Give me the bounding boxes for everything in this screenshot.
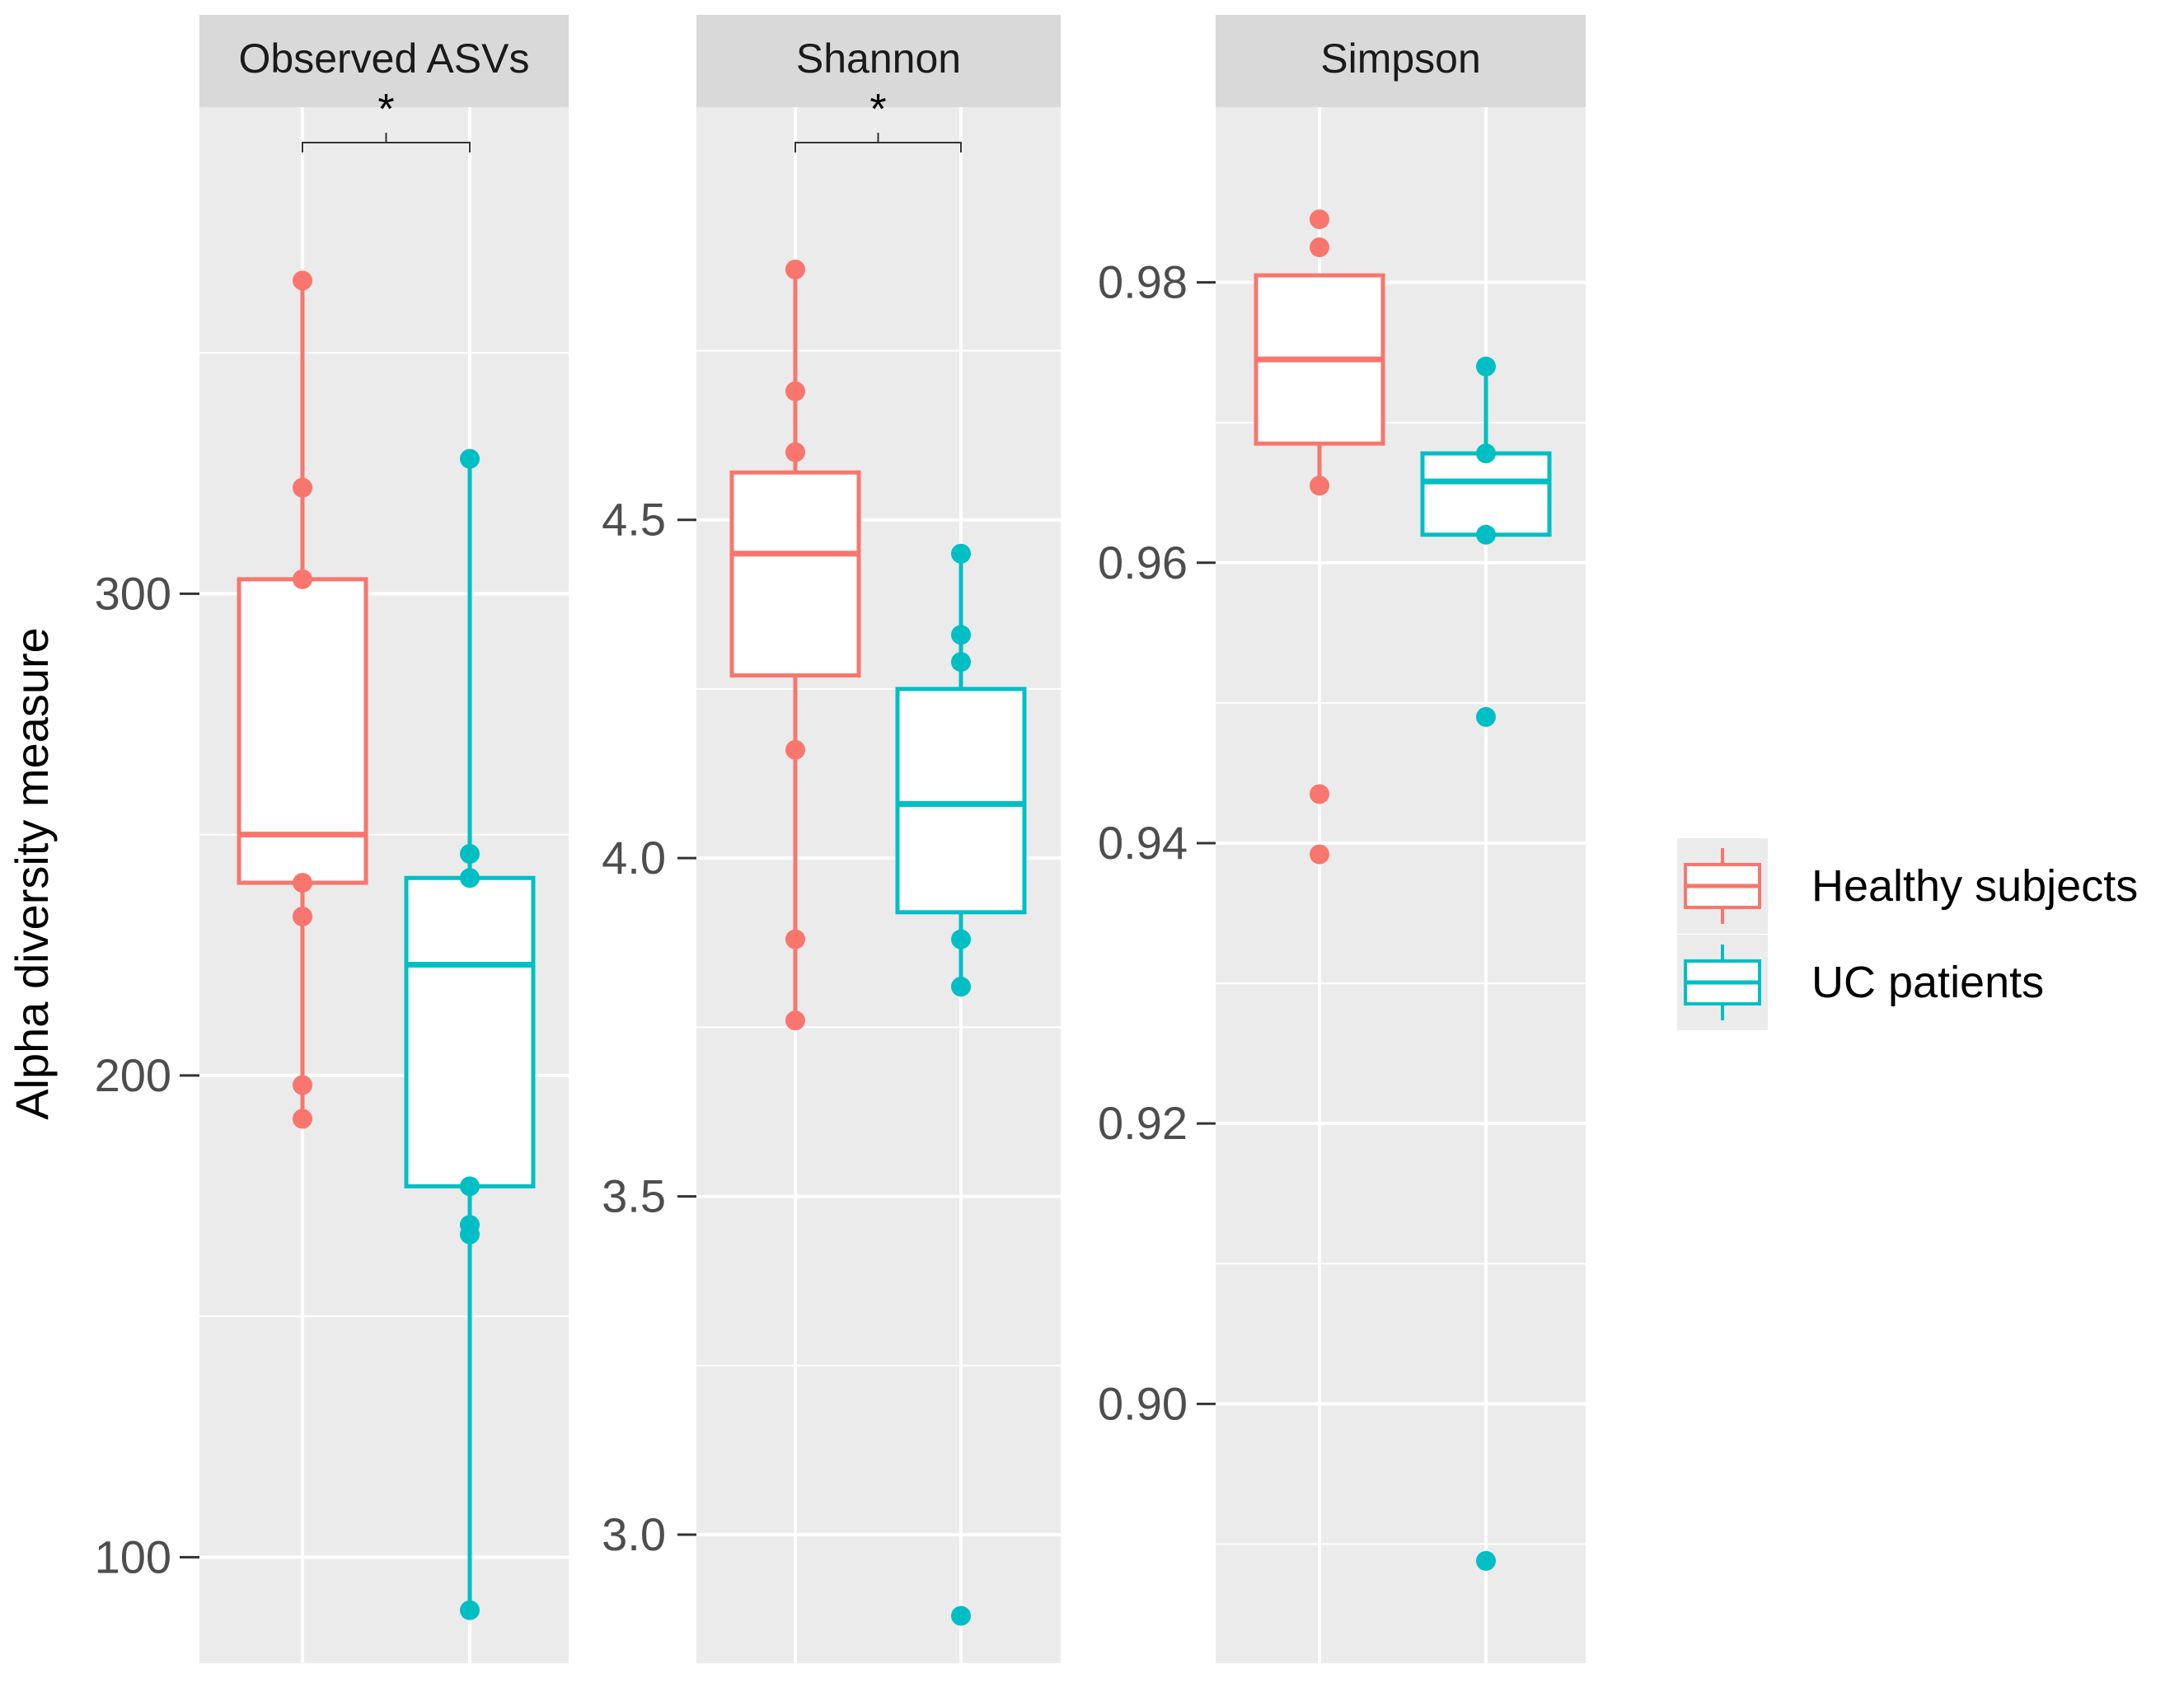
data-point bbox=[1476, 706, 1496, 727]
data-point bbox=[1476, 1550, 1496, 1571]
legend: Healthy subjects UC patients bbox=[1677, 838, 2138, 1030]
y-tick-label: 0.94 bbox=[1098, 817, 1188, 869]
panel-strip bbox=[696, 15, 1061, 107]
y-tick-label: 200 bbox=[95, 1049, 171, 1101]
box-healthy bbox=[1254, 209, 1385, 865]
data-point bbox=[293, 270, 312, 291]
data-point bbox=[785, 442, 805, 462]
data-point bbox=[785, 929, 805, 949]
box-uc bbox=[1420, 356, 1552, 1571]
legend-key-uc bbox=[1677, 935, 1768, 1030]
data-point bbox=[293, 569, 312, 589]
box-healthy bbox=[729, 260, 861, 1031]
y-axis-title: Alpha diversity measure bbox=[6, 627, 58, 1120]
data-point bbox=[1476, 443, 1496, 464]
iqr-box bbox=[729, 470, 861, 678]
y-tick-label: 4.0 bbox=[602, 832, 666, 884]
legend-label: UC patients bbox=[1811, 958, 2044, 1007]
data-point bbox=[785, 381, 805, 401]
significance-marker: * bbox=[377, 86, 394, 134]
y-tick-label: 4.5 bbox=[602, 494, 666, 546]
data-point bbox=[785, 1010, 805, 1031]
panel-title: Simpson bbox=[1320, 35, 1481, 82]
data-point bbox=[951, 543, 971, 564]
y-tick-label: 300 bbox=[95, 567, 171, 619]
panel-title: Shannon bbox=[796, 35, 961, 82]
data-point bbox=[951, 652, 971, 673]
iqr-box bbox=[895, 687, 1027, 915]
data-point bbox=[460, 448, 480, 469]
data-point bbox=[1310, 237, 1329, 258]
data-point bbox=[785, 260, 805, 280]
panel-strip bbox=[199, 15, 569, 107]
data-point bbox=[1310, 784, 1329, 804]
data-point bbox=[460, 868, 480, 888]
iqr-box bbox=[404, 875, 536, 1188]
data-point bbox=[1310, 476, 1329, 496]
data-point bbox=[293, 873, 312, 893]
data-point bbox=[293, 1075, 312, 1095]
data-point bbox=[785, 739, 805, 760]
data-point bbox=[460, 1176, 480, 1197]
y-tick-label: 0.92 bbox=[1098, 1097, 1188, 1149]
significance-marker: * bbox=[869, 86, 886, 134]
y-tick-label: 3.0 bbox=[602, 1508, 666, 1560]
legend-key-healthy bbox=[1677, 838, 1768, 934]
panel-2: Shannon 3.0 3.5 4.0 4.5 * bbox=[602, 15, 1061, 1663]
data-point bbox=[1476, 356, 1496, 377]
y-tick-label: 0.90 bbox=[1098, 1377, 1188, 1429]
box-uc bbox=[404, 448, 536, 1620]
data-point bbox=[460, 1224, 480, 1245]
y-tick-label: 3.5 bbox=[602, 1170, 666, 1222]
data-point bbox=[951, 1606, 971, 1626]
panel-strip bbox=[1216, 15, 1586, 107]
facet-panels: Observed ASVs100200300*Shannon3.03.54.04… bbox=[95, 15, 1586, 1663]
iqr-box bbox=[1420, 451, 1552, 537]
panel-title: Observed ASVs bbox=[239, 35, 530, 82]
data-point bbox=[951, 977, 971, 997]
data-point bbox=[1310, 209, 1329, 230]
data-point bbox=[1310, 844, 1329, 865]
y-tick-label: 0.96 bbox=[1098, 537, 1188, 588]
data-point bbox=[293, 906, 312, 926]
data-point bbox=[1476, 524, 1496, 545]
data-point bbox=[951, 929, 971, 949]
panel-3: Simpson 0.90 0.92 0.94 0.96 0.98 bbox=[1098, 15, 1586, 1663]
y-tick-label: 0.98 bbox=[1098, 256, 1188, 308]
box-uc bbox=[895, 543, 1027, 1626]
data-point bbox=[293, 1109, 312, 1129]
data-point bbox=[951, 625, 971, 645]
y-tick-label: 100 bbox=[95, 1531, 171, 1582]
data-point bbox=[460, 844, 480, 865]
panel-1: Observed ASVs 100 200 300 * bbox=[95, 15, 569, 1663]
box-healthy bbox=[237, 270, 368, 1129]
data-point bbox=[293, 477, 312, 498]
data-point bbox=[460, 1600, 480, 1620]
legend-label: Healthy subjects bbox=[1811, 861, 2138, 911]
